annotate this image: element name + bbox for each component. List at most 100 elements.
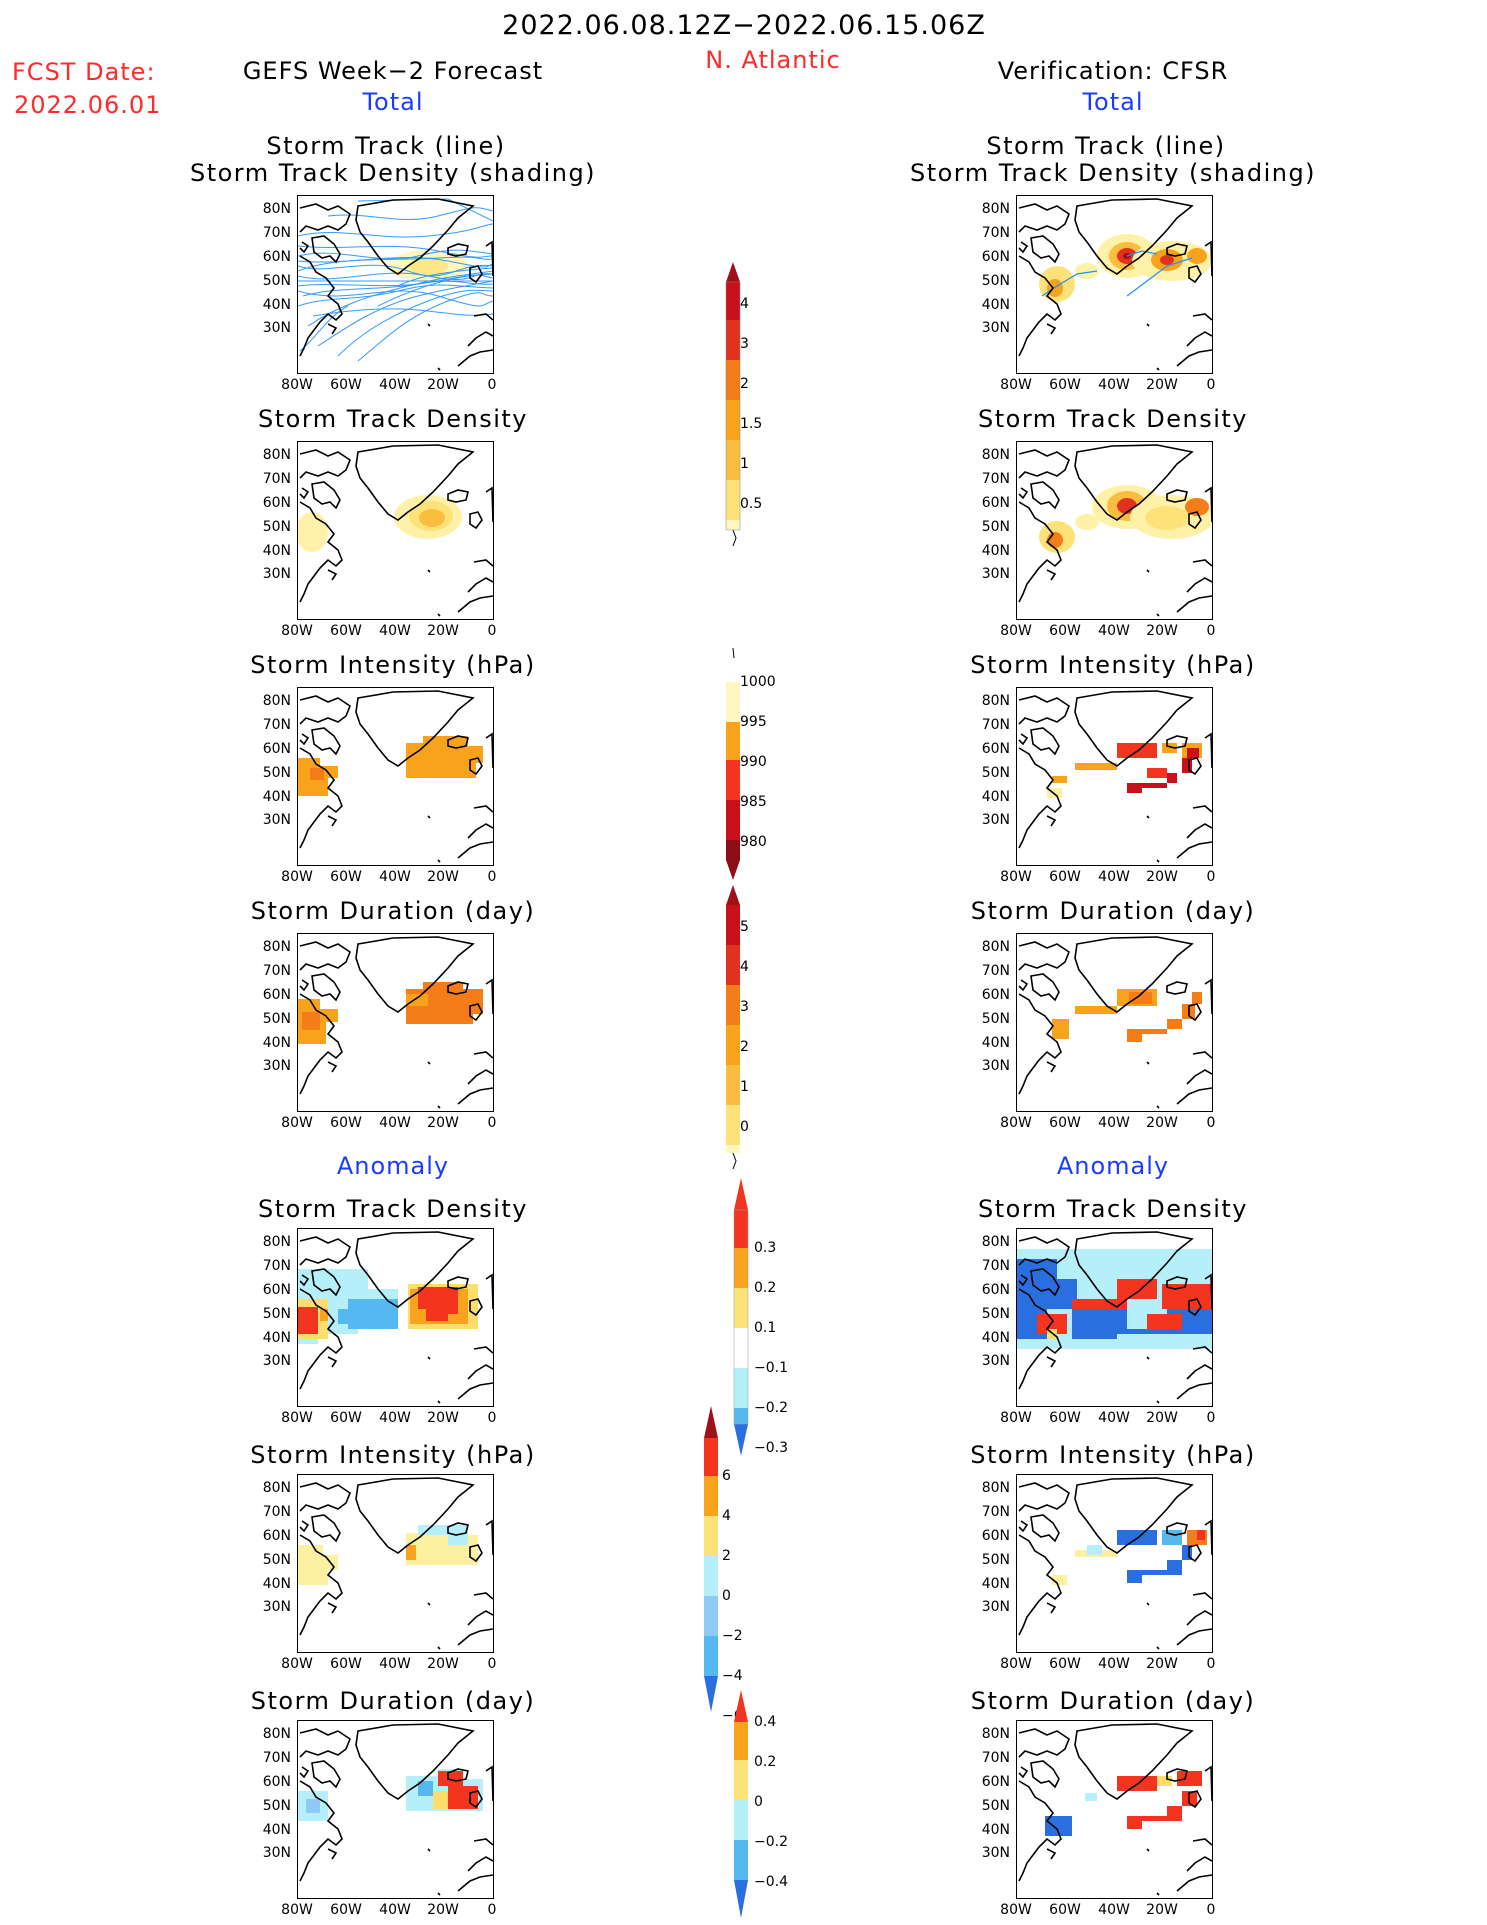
lat-tick-label: 80N — [262, 1726, 291, 1742]
left-anomaly-label: Anomaly — [336, 1152, 450, 1180]
panel-title-anom-duration-right: Storm Duration (day) — [970, 1687, 1256, 1715]
lon-tick-label: 20W — [1146, 1656, 1178, 1672]
lon-tick-label: 0 — [1206, 1656, 1216, 1672]
panel-title-track-line-right: Storm Track (line) — [986, 132, 1226, 160]
colorbar-tick-label: 1 — [740, 456, 749, 472]
lat-tick-label: 60N — [981, 987, 1010, 1003]
map-panel-track-right — [1016, 195, 1213, 374]
lon-tick-label: 40W — [379, 1410, 411, 1426]
lat-tick-label: 60N — [262, 987, 291, 1003]
colorbar-tick-label: 0 — [722, 1588, 731, 1604]
lat-tick-label: 60N — [262, 741, 291, 757]
lon-tick-label: 80W — [1000, 1115, 1032, 1131]
lat-tick-label: 50N — [981, 273, 1010, 289]
lat-tick-label: 40N — [981, 789, 1010, 805]
map-panel-anom-duration-left — [297, 1720, 494, 1899]
colorbar-tick-label: 1 — [740, 1079, 749, 1095]
map-panel-track-left — [297, 195, 494, 374]
lat-tick-label: 40N — [981, 297, 1010, 313]
lat-tick-label: 60N — [262, 495, 291, 511]
colorbar-tick-label: 4 — [740, 296, 749, 312]
lat-tick-label: 60N — [981, 1282, 1010, 1298]
lat-tick-label: 50N — [262, 1798, 291, 1814]
lat-tick-label: 80N — [981, 201, 1010, 217]
colorbar-duration-total-labels: 5 4 3 2 1 0 — [740, 885, 800, 1175]
colorbar-intensity-total-labels: 1000 995 990 985 980 — [740, 640, 800, 890]
lat-tick-label: 60N — [262, 1282, 291, 1298]
lat-tick-label: 60N — [981, 741, 1010, 757]
lat-tick-label: 50N — [262, 519, 291, 535]
lon-tick-label: 0 — [1206, 1410, 1216, 1426]
lon-tick-label: 60W — [1049, 1115, 1081, 1131]
colorbar-duration-anom-labels: 0.4 0.2 0 −0.2 −0.4 — [754, 1690, 814, 1922]
lat-tick-label: 50N — [981, 1306, 1010, 1322]
map-panel-anom-density-right — [1016, 1228, 1213, 1407]
lat-tick-label: 60N — [262, 1774, 291, 1790]
map-panel-anom-duration-right — [1016, 1720, 1213, 1899]
panel-title-track-shading-right: Storm Track Density (shading) — [909, 159, 1317, 187]
lat-tick-label: 80N — [262, 1234, 291, 1250]
lat-tick-label: 50N — [981, 1798, 1010, 1814]
lon-tick-label: 40W — [1098, 377, 1130, 393]
lon-tick-label: 80W — [1000, 377, 1032, 393]
left-model-title: GEFS Week−2 Forecast — [242, 57, 544, 85]
colorbar-density-anom-labels: 0.3 0.2 0.1 −0.1 −0.2 −0.3 — [754, 1178, 814, 1458]
colorbar-tick-label: 2 — [740, 1039, 749, 1055]
lon-tick-label: 0 — [487, 1115, 497, 1131]
lat-tick-label: 70N — [262, 717, 291, 733]
lon-tick-label: 20W — [1146, 1115, 1178, 1131]
colorbar-tick-label: −4 — [722, 1668, 743, 1684]
lon-tick-label: 60W — [1049, 377, 1081, 393]
lon-tick-label: 80W — [281, 623, 313, 639]
lat-tick-label: 80N — [262, 939, 291, 955]
fcst-date-value: 2022.06.01 — [14, 91, 162, 119]
colorbar-tick-label: 0.3 — [754, 1240, 777, 1256]
lon-tick-label: 80W — [281, 1410, 313, 1426]
colorbar-tick-label: 0.5 — [740, 496, 763, 512]
lon-tick-label: 40W — [1098, 1410, 1130, 1426]
lon-tick-label: 60W — [330, 1902, 362, 1918]
lat-tick-label: 30N — [262, 320, 291, 336]
colorbar-tick-label: 5 — [740, 919, 749, 935]
map-panel-duration-right — [1016, 933, 1213, 1112]
lat-tick-label: 80N — [981, 447, 1010, 463]
lon-tick-label: 20W — [1146, 377, 1178, 393]
colorbar-tick-label: 0.2 — [754, 1280, 777, 1296]
lon-tick-label: 20W — [1146, 869, 1178, 885]
lat-tick-label: 50N — [981, 519, 1010, 535]
panel-title-track-shading-left: Storm Track Density (shading) — [189, 159, 597, 187]
lat-tick-label: 70N — [981, 471, 1010, 487]
lat-tick-label: 50N — [981, 1552, 1010, 1568]
panel-title-density-right: Storm Track Density — [978, 405, 1248, 433]
lat-tick-label: 80N — [981, 939, 1010, 955]
map-panel-anom-density-left — [297, 1228, 494, 1407]
colorbar-tick-label: 4 — [740, 959, 749, 975]
lon-tick-label: 20W — [427, 623, 459, 639]
lon-tick-label: 80W — [281, 869, 313, 885]
lon-tick-label: 0 — [487, 377, 497, 393]
lon-tick-label: 0 — [487, 1656, 497, 1672]
panel-title-intensity-left: Storm Intensity (hPa) — [250, 651, 536, 679]
lon-tick-label: 20W — [1146, 1410, 1178, 1426]
lon-tick-label: 40W — [379, 1902, 411, 1918]
colorbar-intensity-total — [726, 647, 740, 880]
lon-tick-label: 80W — [281, 1656, 313, 1672]
panel-title-anom-intensity-left: Storm Intensity (hPa) — [250, 1441, 536, 1469]
lon-tick-label: 40W — [1098, 869, 1130, 885]
lat-tick-label: 70N — [262, 963, 291, 979]
lon-tick-label: 80W — [1000, 1410, 1032, 1426]
lat-tick-label: 50N — [262, 1552, 291, 1568]
colorbar-tick-label: 1.5 — [740, 416, 763, 432]
lon-tick-label: 80W — [1000, 1656, 1032, 1672]
lat-tick-label: 40N — [981, 1576, 1010, 1592]
lat-tick-label: 70N — [981, 1258, 1010, 1274]
lon-tick-label: 0 — [487, 623, 497, 639]
colorbar-tick-label: −0.3 — [754, 1440, 788, 1456]
lon-tick-label: 20W — [1146, 1902, 1178, 1918]
lat-tick-label: 40N — [981, 1035, 1010, 1051]
lat-tick-label: 40N — [262, 789, 291, 805]
lon-tick-label: 60W — [330, 1656, 362, 1672]
lat-tick-label: 30N — [262, 1058, 291, 1074]
lat-tick-label: 40N — [981, 1330, 1010, 1346]
lat-tick-label: 40N — [262, 1822, 291, 1838]
